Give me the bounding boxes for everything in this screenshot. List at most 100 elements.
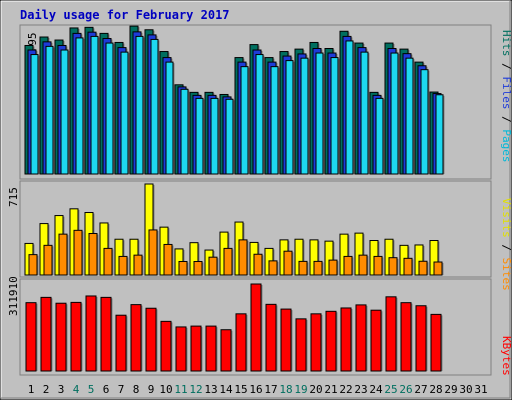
sites-bar	[283, 250, 294, 276]
bottom-y-max-label: 311910	[7, 276, 20, 316]
pages-bar	[210, 97, 220, 175]
x-tick-label: 22	[339, 383, 352, 396]
svg-text:Visits / Sit: Visits / Sites	[500, 198, 512, 291]
sites-bar	[343, 255, 354, 276]
x-axis-labels: 1 2 3 4 5 6 7 8 9 10 11 12 13 14 15 16 17 18 19 20 21 22 23 24 2…	[28, 383, 488, 396]
kbytes-bar	[205, 325, 218, 372]
sites-bar	[223, 247, 234, 276]
x-tick-label: 7	[118, 383, 125, 396]
pages-bar	[300, 57, 310, 175]
sites-bar	[163, 243, 174, 276]
sites-bar	[73, 229, 84, 276]
legend-kbytes: KBytes	[500, 336, 512, 376]
pages-bar	[285, 60, 295, 175]
pages-bar	[255, 54, 265, 175]
legend-hits: Hits	[500, 30, 512, 57]
x-tick-label: 15	[234, 383, 247, 396]
kbytes-bar	[250, 283, 263, 372]
bottom-legend: KBytes	[500, 336, 512, 376]
pages-bar	[165, 61, 175, 175]
pages-bar	[240, 66, 250, 175]
x-tick-label: 12	[189, 383, 202, 396]
x-tick-label: 1	[28, 383, 35, 396]
pages-bar	[105, 42, 115, 175]
x-tick-label: 5	[88, 383, 95, 396]
pages-bar	[45, 45, 55, 175]
sites-bar	[298, 260, 309, 276]
pages-bar	[120, 51, 130, 175]
pages-bar	[60, 49, 70, 175]
kbytes-bar	[310, 313, 323, 372]
kbytes-bar	[415, 305, 428, 372]
sites-bar	[238, 239, 249, 276]
sites-bar	[208, 256, 219, 276]
x-tick-label: 26	[399, 383, 412, 396]
pages-bar	[435, 94, 445, 175]
pages-bar	[225, 98, 235, 175]
kbytes-bar	[145, 307, 158, 372]
sites-bar	[58, 233, 69, 276]
x-tick-label: 14	[219, 383, 233, 396]
sites-bar	[403, 257, 414, 276]
sites-bar	[433, 261, 444, 276]
kbytes-bar	[70, 301, 83, 372]
x-tick-label: 6	[103, 383, 110, 396]
pages-bar	[390, 52, 400, 175]
kbytes-bar	[400, 302, 413, 372]
kbytes-bar	[340, 307, 353, 372]
pages-bar	[315, 52, 325, 175]
legend-files: Files	[500, 76, 512, 109]
kbytes-bar	[430, 313, 443, 372]
x-tick-label: 9	[148, 383, 155, 396]
sites-bar	[193, 261, 204, 276]
middle-legend: Visits / Sites	[500, 198, 512, 291]
kbytes-bar	[40, 296, 53, 372]
sites-bar	[103, 247, 114, 276]
kbytes-bar	[385, 296, 398, 372]
pages-bar	[375, 97, 385, 175]
x-tick-label: 29	[444, 383, 457, 396]
x-tick-label: 21	[324, 383, 337, 396]
x-tick-label: 20	[309, 383, 322, 396]
x-tick-label: 16	[249, 383, 262, 396]
pages-bar	[330, 57, 340, 175]
kbytes-bar	[55, 302, 68, 372]
sites-bar	[133, 254, 144, 276]
x-tick-label: 31	[474, 383, 487, 396]
sites-bar	[88, 233, 99, 276]
pages-bar	[345, 40, 355, 175]
kbytes-bar	[280, 308, 293, 372]
pages-bar	[90, 35, 100, 175]
kbytes-bar	[115, 314, 128, 372]
kbytes-bar	[175, 326, 188, 372]
kbytes-bar	[220, 329, 233, 372]
x-tick-label: 2	[43, 383, 50, 396]
sites-bar	[253, 253, 264, 276]
x-tick-label: 27	[414, 383, 427, 396]
pages-bar	[75, 37, 85, 175]
x-tick-label: 4	[73, 383, 80, 396]
kbytes-bar	[355, 304, 368, 372]
x-tick-label: 18	[279, 383, 292, 396]
x-tick-label: 25	[384, 383, 397, 396]
x-tick-label: 11	[174, 383, 187, 396]
pages-bar	[420, 69, 430, 175]
sites-bar	[28, 254, 39, 276]
x-tick-label: 30	[459, 383, 472, 396]
kbytes-bar	[25, 302, 38, 372]
pages-bar	[270, 66, 280, 175]
top-legend: Hits / Files / Pages	[500, 30, 512, 163]
kbytes-bar	[265, 303, 278, 372]
x-tick-label: 10	[159, 383, 172, 396]
sites-bar	[373, 255, 384, 276]
kbytes-bar	[130, 304, 143, 372]
bars-layer	[24, 25, 445, 372]
pages-bar	[180, 88, 190, 175]
x-tick-label: 17	[264, 383, 277, 396]
x-tick-label: 8	[133, 383, 140, 396]
sites-bar	[358, 254, 369, 276]
sites-bar	[328, 259, 339, 276]
pages-bar	[195, 97, 205, 175]
